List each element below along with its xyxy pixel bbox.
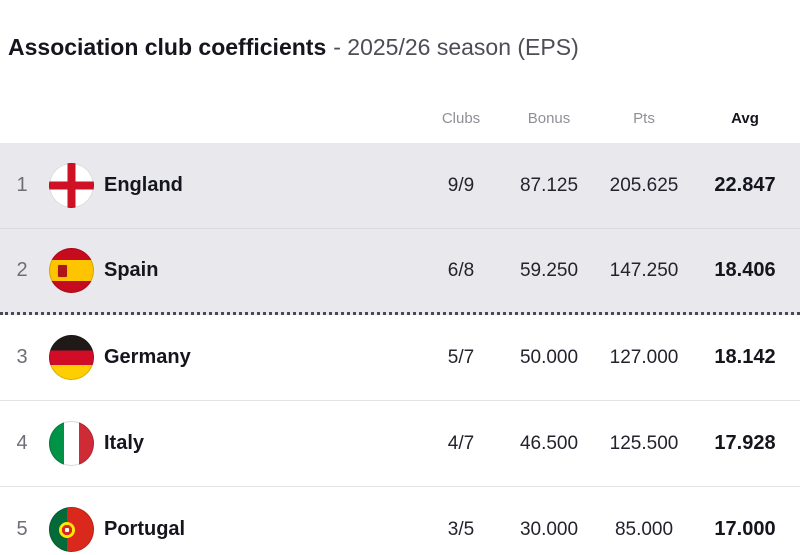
column-header-pts: Pts [633,110,655,127]
page-title-main: Association club coefficients [8,34,327,60]
pts-value: 85.000 [614,518,674,540]
clubs-value: 9/9 [447,174,475,196]
clubs-value: 5/7 [447,346,475,368]
germany-flag-icon [48,335,94,380]
page-title: Association club coefficients - 2025/26 s… [8,32,792,62]
flag-cell [40,507,102,552]
italy-flag-icon [48,421,94,466]
country-name: Italy [104,432,145,454]
table-row[interactable]: 1 England 9/9 87.125 205.625 22.847 [0,143,800,229]
flag-cell [40,163,102,208]
clubs-value: 6/8 [447,259,475,281]
bonus-value: 50.000 [519,346,579,368]
spain-flag-icon [48,248,94,293]
bonus-value: 87.125 [519,174,579,196]
bonus-value: 59.250 [519,259,579,281]
pts-value: 147.250 [609,259,679,281]
rank-label: 5 [16,518,28,540]
rank-label: 4 [16,432,28,454]
clubs-value: 3/5 [447,518,475,540]
rank-label: 3 [16,346,28,368]
table-body: 1 England 9/9 87.125 205.625 22.847 2 Sp… [0,143,800,555]
column-header-avg: Avg [731,110,759,127]
country-name: England [104,174,183,196]
flag-cell [40,421,102,466]
avg-value: 17.928 [714,432,776,454]
bonus-value: 46.500 [519,432,579,454]
column-header-clubs: Clubs [441,110,481,127]
avg-value: 18.406 [714,259,776,281]
coefficients-table: Clubs Bonus Pts Avg 1 England 9/9 87.125… [0,102,800,555]
rank-label: 1 [16,174,28,196]
page-title-suffix: - 2025/26 season (EPS) [333,34,579,60]
avg-value: 17.000 [714,518,776,540]
clubs-value: 4/7 [447,432,475,454]
country-name: Portugal [104,518,186,540]
table-row[interactable]: 3 Germany 5/7 50.000 127.000 18.142 [0,315,800,401]
column-header-bonus: Bonus [527,110,571,127]
table-row[interactable]: 5 Portugal 3/5 30.000 85.000 17.000 [0,487,800,555]
portugal-flag-icon [48,507,94,552]
avg-value: 18.142 [714,346,776,368]
pts-value: 127.000 [609,346,679,368]
association-coefficients-page: Association club coefficients - 2025/26 s… [0,32,800,555]
flag-cell [40,248,102,293]
table-header: Clubs Bonus Pts Avg [0,102,800,143]
avg-value: 22.847 [714,174,776,196]
rank-label: 2 [16,259,28,281]
table-row[interactable]: 2 Spain 6/8 59.250 147.250 18.406 [0,229,800,315]
flag-cell [40,335,102,380]
england-flag-icon [48,163,94,208]
bonus-value: 30.000 [519,518,579,540]
pts-value: 205.625 [609,174,679,196]
pts-value: 125.500 [609,432,679,454]
table-row[interactable]: 4 Italy 4/7 46.500 125.500 17.928 [0,401,800,487]
country-name: Germany [104,346,191,368]
country-name: Spain [104,259,159,281]
